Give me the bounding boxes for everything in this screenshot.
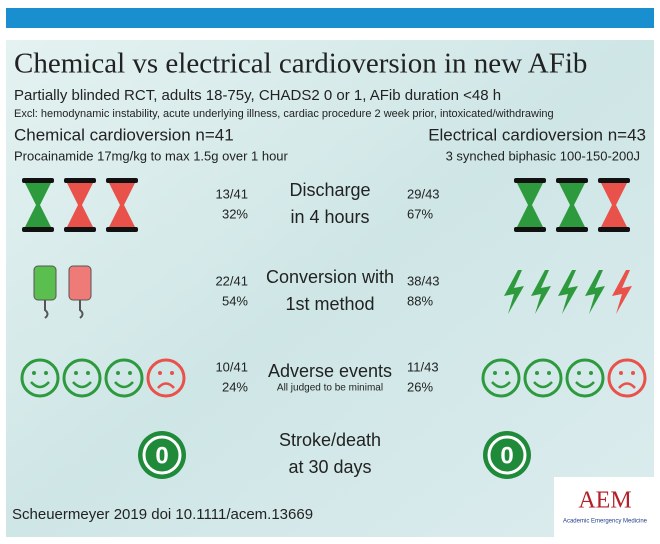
exclusions: Excl: hemodynamic instability, acute und…: [14, 108, 554, 120]
citation: Scheuermeyer 2019 doi 10.1111/acem.13669: [12, 506, 313, 523]
face: [104, 358, 144, 398]
percent: 67%: [407, 206, 433, 221]
hourglass: [517, 183, 543, 227]
lightning: [585, 270, 605, 314]
hourglass-cap: [106, 178, 138, 183]
eye: [505, 371, 509, 375]
fraction: 10/41: [215, 359, 248, 374]
hourglass-cap: [598, 178, 630, 183]
group-name: Chemical cardioversion n=41: [14, 125, 234, 144]
mouth: [157, 382, 175, 389]
eye: [86, 371, 90, 375]
iv-bag: [68, 265, 92, 301]
row-note: All judged to be minimal: [277, 383, 383, 394]
eye: [128, 371, 132, 375]
fraction: 38/43: [407, 273, 440, 288]
mouth: [30, 381, 50, 389]
mouth: [618, 382, 636, 389]
eye: [32, 371, 36, 375]
hourglass: [109, 183, 135, 227]
row-label: Conversion with: [266, 267, 394, 287]
percent: 24%: [222, 379, 248, 394]
logo-subtitle: Academic Emergency Medicine: [563, 519, 648, 525]
hourglass-cap: [22, 178, 54, 183]
lightning: [531, 270, 551, 314]
mouth: [575, 381, 595, 389]
fraction: 11/43: [407, 359, 439, 374]
lightning: [504, 270, 524, 314]
zero-ring: [142, 435, 182, 475]
face: [523, 358, 563, 398]
hourglass: [601, 183, 627, 227]
lightning: [612, 270, 632, 314]
face: [607, 358, 647, 398]
percent: 54%: [222, 293, 248, 308]
eye: [535, 371, 539, 375]
count: 0: [500, 442, 513, 469]
percent: 32%: [222, 206, 248, 221]
iv-tube: [44, 300, 49, 319]
face: [481, 358, 521, 398]
face: [20, 358, 60, 398]
group-name: Electrical cardioversion n=43: [428, 125, 646, 144]
group-description: Procainamide 17mg/kg to max 1.5g over 1 …: [14, 148, 289, 163]
iv-tube: [79, 300, 84, 319]
logo-box: [554, 477, 656, 537]
hourglass-cap: [514, 227, 546, 232]
fraction: 29/43: [407, 186, 440, 201]
hourglass-cap: [22, 227, 54, 232]
hourglass-cap: [64, 227, 96, 232]
fraction: 13/41: [215, 186, 248, 201]
count: 0: [155, 442, 168, 469]
mouth: [72, 381, 92, 389]
mouth: [114, 381, 134, 389]
hourglass-cap: [514, 178, 546, 183]
iv-bag: [33, 265, 57, 301]
group-description: 3 synched biphasic 100-150-200J: [446, 148, 640, 163]
row-label: 1st method: [285, 294, 374, 314]
row-label: Adverse events: [268, 361, 392, 381]
eye: [74, 371, 78, 375]
hourglass-cap: [556, 178, 588, 183]
hourglass-cap: [598, 227, 630, 232]
top-bar: [6, 8, 654, 28]
hourglass: [559, 183, 585, 227]
hourglass-cap: [556, 227, 588, 232]
fraction: 22/41: [215, 273, 248, 288]
eye: [158, 371, 162, 375]
row-label: Stroke/death: [279, 430, 381, 450]
row-label: at 30 days: [288, 457, 371, 477]
eye: [116, 371, 120, 375]
zero-ring: [487, 435, 527, 475]
hourglass: [67, 183, 93, 227]
row-label: in 4 hours: [290, 207, 369, 227]
face: [62, 358, 102, 398]
mouth: [491, 381, 511, 389]
face: [146, 358, 186, 398]
mouth: [533, 381, 553, 389]
hourglass-cap: [106, 227, 138, 232]
face: [565, 358, 605, 398]
eye: [619, 371, 623, 375]
logo: AEM: [578, 488, 631, 514]
eye: [631, 371, 635, 375]
title: Chemical vs electrical cardioversion in …: [14, 48, 587, 80]
eye: [589, 371, 593, 375]
lightning: [558, 270, 578, 314]
subtitle: Partially blinded RCT, adults 18-75y, CH…: [14, 87, 501, 104]
eye: [170, 371, 174, 375]
eye: [547, 371, 551, 375]
row-label: Discharge: [289, 180, 370, 200]
percent: 26%: [407, 379, 433, 394]
eye: [493, 371, 497, 375]
hourglass-cap: [64, 178, 96, 183]
eye: [577, 371, 581, 375]
eye: [44, 371, 48, 375]
hourglass: [25, 183, 51, 227]
percent: 88%: [407, 293, 433, 308]
